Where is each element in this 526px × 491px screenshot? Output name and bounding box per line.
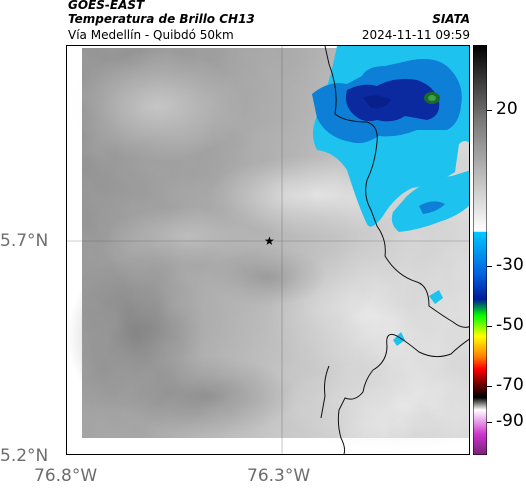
boundary-lines — [320, 46, 469, 454]
star-icon: ★ — [264, 234, 275, 248]
colorbar-tick — [487, 386, 492, 387]
lon-label-76.8: 76.8°W — [34, 466, 98, 486]
lon-label-76.3: 76.3°W — [247, 466, 311, 486]
map-gridlines — [67, 46, 469, 454]
org-label: SIATA — [432, 12, 470, 26]
colorbar-tick — [487, 422, 492, 423]
cold-cloud-region — [312, 46, 469, 346]
satellite-name: GOES-EAST — [68, 0, 145, 12]
colorbar — [473, 45, 487, 455]
colorbar-label: 20 — [496, 99, 518, 119]
colorbar-label: -90 — [496, 411, 524, 431]
colorbar-label: -70 — [496, 375, 524, 395]
timestamp-label: 2024-11-11 09:59 — [361, 28, 470, 42]
colorbar-tick — [487, 110, 492, 111]
lat-label-5.2: 5.2°N — [0, 446, 49, 466]
lat-label-5.7: 5.7°N — [0, 231, 49, 251]
route-label: Vía Medellín - Quibdó 50km — [68, 28, 234, 42]
product-title: Temperatura de Brillo CH13 — [68, 12, 255, 26]
colorbar-tick — [487, 266, 492, 267]
colorbar-label: -30 — [496, 255, 524, 275]
colorbar-tick — [487, 326, 492, 327]
map-canvas: ★ — [67, 46, 469, 454]
satellite-map[interactable]: ★ — [66, 45, 470, 455]
colorbar-label: -50 — [496, 315, 524, 335]
